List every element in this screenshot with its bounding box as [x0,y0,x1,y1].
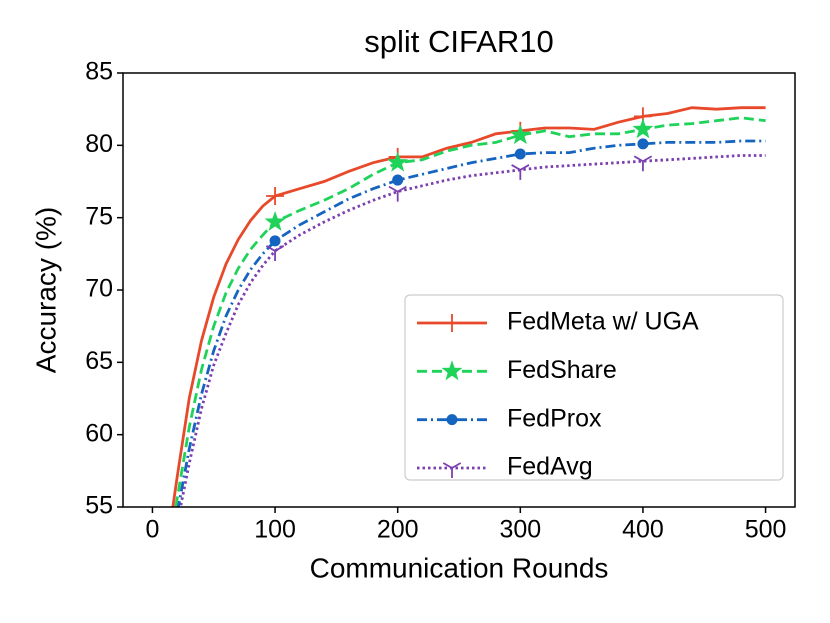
x-tick-label: 500 [745,516,787,544]
point-marker [509,124,531,145]
x-tick-label: 100 [254,516,296,544]
series-line [179,154,766,507]
legend-marker [442,462,462,478]
point-marker [392,174,404,186]
legend-label: FedMeta w/ UGA [507,308,699,336]
point-marker [632,118,654,139]
legend-marker [443,314,461,332]
y-tick-label: 55 [85,492,113,520]
legend-label: FedShare [507,356,617,384]
legend-marker [446,414,458,426]
point-marker [264,211,286,231]
point-marker [388,185,407,202]
y-tick-label: 80 [85,130,113,158]
y-tick-label: 75 [85,202,113,230]
y-tick-label: 60 [85,419,113,447]
legend-marker [441,360,463,381]
point-marker [633,155,653,172]
point-marker [269,235,281,247]
legend-box [404,294,784,481]
point-marker [387,151,409,172]
plot-lines [171,106,766,507]
legend-label: FedAvg [507,453,593,481]
point-marker [265,245,285,261]
chart-title: split CIFAR10 [364,24,554,59]
x-axis-label: Communication Rounds [310,552,609,583]
x-tick-label: 0 [145,516,159,544]
x-tick-label: 300 [499,516,541,544]
legend-label: FedProx [507,404,602,432]
y-tick-label: 65 [85,347,113,375]
point-marker [637,138,649,150]
y-tick-label: 70 [85,275,113,303]
x-tick-label: 400 [622,516,664,544]
y-tick-label: 85 [85,58,113,86]
point-marker [514,148,526,160]
x-tick-label: 200 [377,516,419,544]
y-axis-label: Accuracy (%) [30,207,61,373]
point-marker [266,186,285,205]
point-marker [511,164,530,180]
